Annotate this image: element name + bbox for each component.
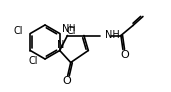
Text: N: N xyxy=(62,24,69,34)
Text: Cl: Cl xyxy=(29,56,38,66)
Text: O: O xyxy=(62,76,71,85)
Text: N: N xyxy=(57,39,64,49)
Text: O: O xyxy=(121,49,129,60)
Text: H: H xyxy=(68,24,75,33)
Text: Cl: Cl xyxy=(67,26,76,37)
Text: Cl: Cl xyxy=(14,26,23,37)
Text: NH: NH xyxy=(105,30,120,39)
